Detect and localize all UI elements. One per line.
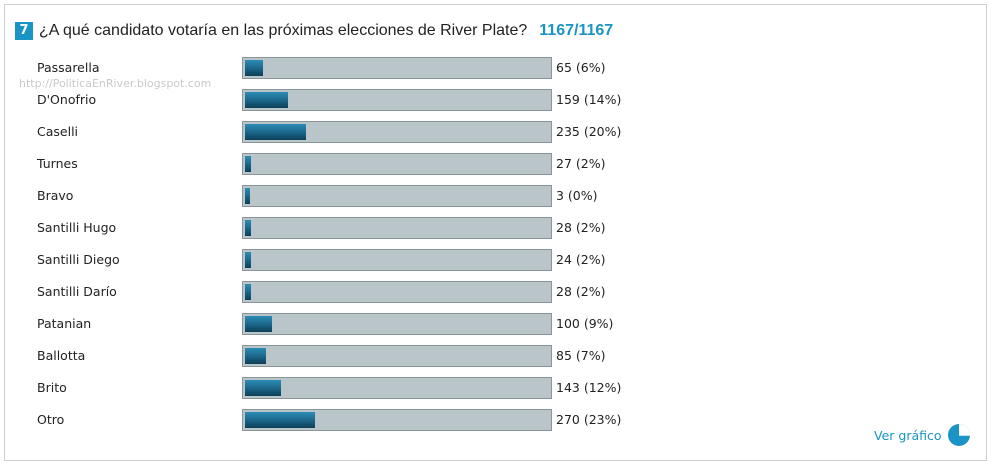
candidate-name: D'Onofrio [37,92,97,107]
result-bar-fill [245,252,252,268]
result-bar-fill [245,412,315,428]
result-bar-fill [245,316,273,332]
results-list: Passarella 65 (6%) D'Onofrio 159 (14%) Casel… [5,57,986,441]
watermark: http://PoliticaEnRiver.blogspot.com [19,77,212,90]
vote-count: 27 (2%) [556,156,606,171]
result-row: Santilli Hugo 28 (2%) [5,217,986,249]
result-bar-fill [245,380,282,396]
result-row: Bravo 3 (0%) [5,185,986,217]
result-row: Turnes 27 (2%) [5,153,986,185]
result-bar-fill [245,348,267,364]
result-row: Ballotta 85 (7%) [5,345,986,377]
result-bar [242,121,552,143]
result-bar [242,57,552,79]
candidate-name: Ballotta [37,348,86,363]
result-bar [242,281,552,303]
vote-total: 1167/1167 [539,22,614,39]
result-row: Santilli Darío 28 (2%) [5,281,986,313]
result-bar [242,185,552,207]
vote-count: 235 (20%) [556,124,622,139]
candidate-name: Turnes [37,156,78,171]
vote-count: 24 (2%) [556,252,606,267]
vote-count: 270 (23%) [556,412,622,427]
result-bar [242,377,552,399]
result-row: Otro 270 (23%) [5,409,986,441]
candidate-name: Caselli [37,124,79,139]
vote-count: 3 (0%) [556,188,598,203]
candidate-name: Santilli Darío [37,284,117,299]
question-text: ¿A qué candidato votaría en las próximas… [39,22,528,39]
vote-count: 28 (2%) [556,220,606,235]
poll-panel: 7 ¿A qué candidato votaría en las próxim… [4,4,987,461]
question-number: 7 [15,22,33,40]
result-row: Brito 143 (12%) [5,377,986,409]
ver-grafico-link[interactable]: Ver gráfico [874,423,971,447]
candidate-name: Santilli Hugo [37,220,117,235]
result-row: Santilli Diego 24 (2%) [5,249,986,281]
candidate-name: Santilli Diego [37,252,120,267]
result-bar-fill [245,284,252,300]
pie-chart-icon [947,424,970,446]
candidate-name: Patanian [37,316,92,331]
result-bar [242,345,552,367]
result-row: Patanian 100 (9%) [5,313,986,345]
vote-count: 143 (12%) [556,380,622,395]
vote-count: 28 (2%) [556,284,606,299]
vote-count: 100 (9%) [556,316,614,331]
result-bar-fill [245,220,252,236]
candidate-name: Otro [37,412,65,427]
candidate-name: Bravo [37,188,74,203]
result-bar-fill [245,124,306,140]
vote-count: 65 (6%) [556,60,606,75]
poll-header: 7 ¿A qué candidato votaría en las próxim… [15,21,613,41]
candidate-name: Passarella [37,60,100,75]
result-bar [242,313,552,335]
result-row: D'Onofrio 159 (14%) [5,89,986,121]
result-bar-fill [245,60,264,76]
result-bar [242,217,552,239]
candidate-name: Brito [37,380,67,395]
result-row: Passarella 65 (6%) [5,57,986,89]
vote-count: 85 (7%) [556,348,606,363]
result-row: Caselli 235 (20%) [5,121,986,153]
result-bar [242,249,552,271]
result-bar-fill [245,188,251,204]
result-bar [242,153,552,175]
result-bar-fill [245,156,252,172]
result-bar-fill [245,92,288,108]
result-bar [242,89,552,111]
ver-grafico-label: Ver gráfico [874,427,942,443]
result-bar [242,409,552,431]
vote-count: 159 (14%) [556,92,622,107]
